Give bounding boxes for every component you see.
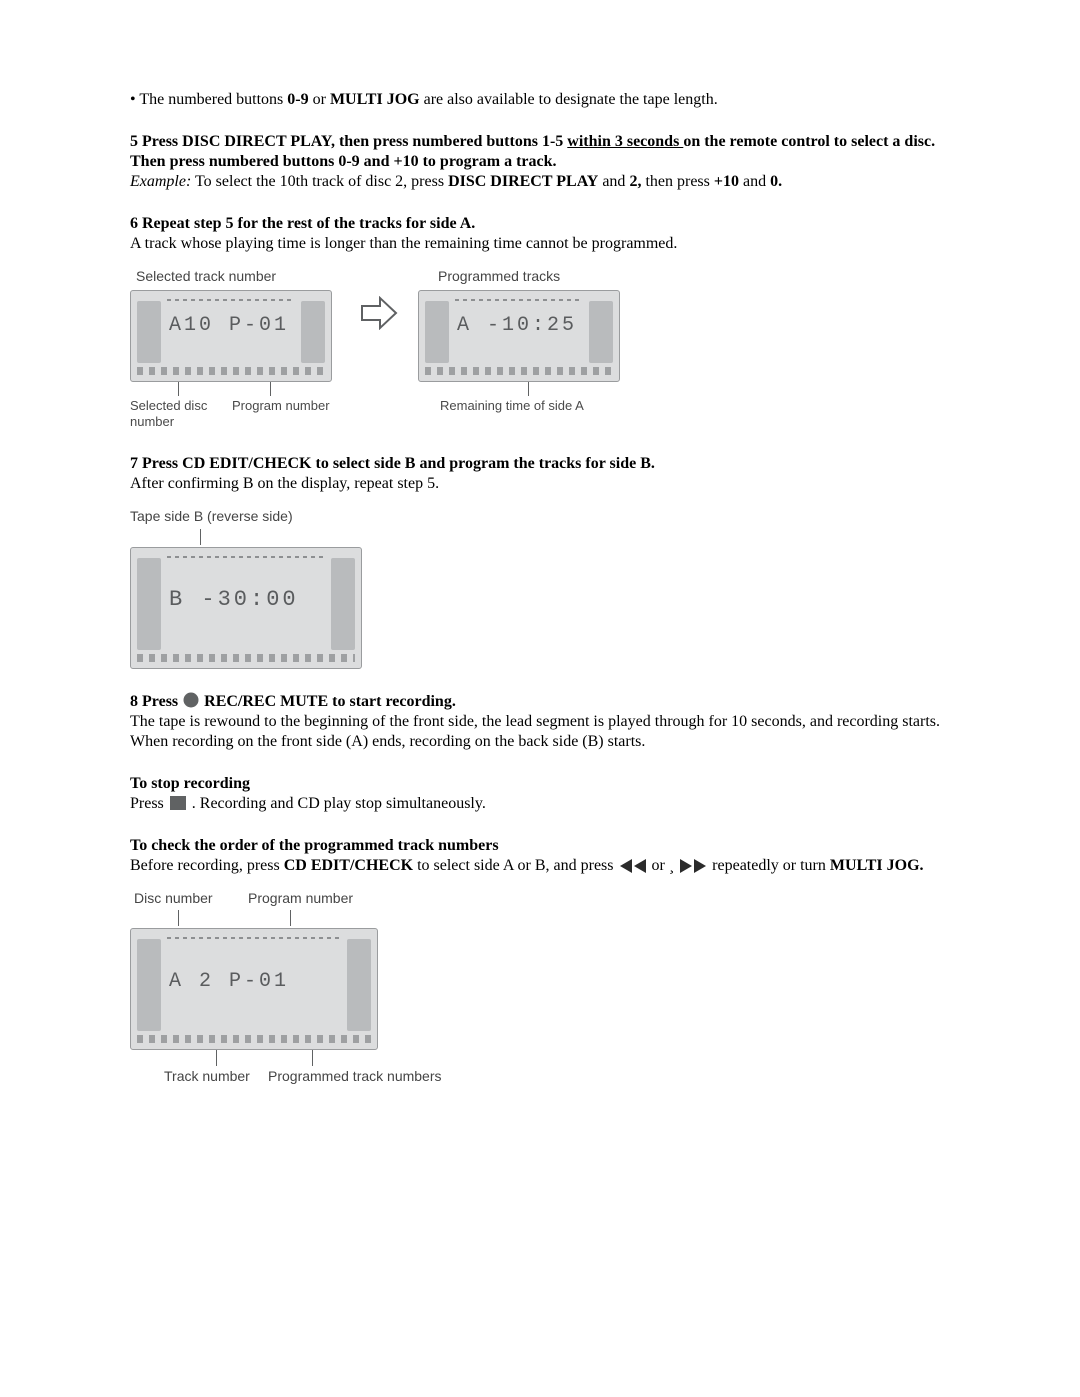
text: or xyxy=(309,91,330,108)
label-disc-number: Disc number xyxy=(134,890,213,908)
step-5-heading-a: 5 Press DISC DIRECT PLAY, then press num… xyxy=(130,133,567,150)
arrow-right-icon xyxy=(358,268,400,358)
text: or xyxy=(648,857,669,874)
label-programmed-tracks: Programmed tracks xyxy=(438,268,628,286)
text: . Recording and CD play stop simultaneou… xyxy=(188,795,486,812)
step-5: 5 Press DISC DIRECT PLAY, then press num… xyxy=(130,132,950,192)
lcd-panel-left: A10 P-01 xyxy=(130,290,332,382)
rewind-icon xyxy=(618,859,648,873)
label-remaining-time: Remaining time of side A xyxy=(440,398,584,414)
step-7-heading: 7 Press CD EDIT/CHECK to select side B a… xyxy=(130,455,655,472)
text-bold: DISC DIRECT PLAY xyxy=(448,173,598,190)
label-track-number: Track number xyxy=(164,1068,250,1086)
text: are also available to designate the tape… xyxy=(420,91,718,108)
text: and xyxy=(739,173,770,190)
text: To select the 10th track of disc 2, pres… xyxy=(191,173,448,190)
step-8-heading-b: REC/REC MUTE to start recording. xyxy=(200,693,456,710)
example-label: Example: xyxy=(130,173,191,190)
lcd-panel-disc-program: A 2 P-01 xyxy=(130,928,378,1050)
record-icon xyxy=(182,691,200,709)
lcd-text: A10 P-01 xyxy=(169,313,293,338)
text: Press xyxy=(130,795,168,812)
step-7: 7 Press CD EDIT/CHECK to select side B a… xyxy=(130,454,950,494)
step-6-body: A track whose playing time is longer tha… xyxy=(130,235,677,252)
lcd-panel-side-b: B -30:00 xyxy=(130,547,362,669)
check-order-heading: To check the order of the programmed tra… xyxy=(130,837,499,854)
label-tape-side-b: Tape side B (reverse side) xyxy=(130,508,390,526)
step-6-heading: 6 Repeat step 5 for the rest of the trac… xyxy=(130,215,475,232)
lcd-panel-right: A -10:25 xyxy=(418,290,620,382)
text-bold: 0-9 xyxy=(287,91,308,108)
stop-icon xyxy=(168,795,188,811)
step-7-body: After confirming B on the display, repea… xyxy=(130,475,439,492)
label-program-number: Program number xyxy=(232,398,330,414)
step-6: 6 Repeat step 5 for the rest of the trac… xyxy=(130,214,950,254)
text: then press xyxy=(641,173,713,190)
stop-recording-heading: To stop recording xyxy=(130,775,250,792)
text: ¸ xyxy=(669,857,678,874)
diagram-disc-program: Disc number Program number A 2 P-01 Trac… xyxy=(130,890,430,1088)
text-bold: CD EDIT/CHECK xyxy=(284,857,413,874)
label-number: number xyxy=(130,414,174,430)
lcd-text: B -30:00 xyxy=(169,586,323,614)
text-bold: MULTI JOG. xyxy=(830,857,924,874)
text: Before recording, press xyxy=(130,857,284,874)
fast-forward-icon xyxy=(678,859,708,873)
step-5-heading-uline: within 3 seconds xyxy=(567,133,683,150)
stop-recording: To stop recording Press . Recording and … xyxy=(130,774,950,814)
label-selected-disc: Selected disc xyxy=(130,398,207,414)
lcd-text: A -10:25 xyxy=(457,313,581,338)
text-bold: 2, xyxy=(629,173,641,190)
diagram-selected-track: Selected track number A10 P-01 Selected … xyxy=(130,268,950,432)
text: to select side A or B, and press xyxy=(413,857,617,874)
text-bold: +10 xyxy=(714,173,739,190)
label-program-number-2: Program number xyxy=(248,890,353,908)
label-selected-track-number: Selected track number xyxy=(136,268,340,286)
lcd-text: A 2 P-01 xyxy=(169,969,339,994)
text: repeatedly or turn xyxy=(708,857,830,874)
label-programmed-track-numbers: Programmed track numbers xyxy=(268,1068,442,1086)
text: • The numbered buttons xyxy=(130,91,287,108)
step-8-heading-a: 8 Press xyxy=(130,693,182,710)
step-8: 8 Press REC/REC MUTE to start recording.… xyxy=(130,691,950,752)
note-numbered-buttons: • The numbered buttons 0-9 or MULTI JOG … xyxy=(130,90,950,110)
text-bold: 0. xyxy=(770,173,782,190)
check-order: To check the order of the programmed tra… xyxy=(130,836,950,876)
text-bold: MULTI JOG xyxy=(330,91,420,108)
text: and xyxy=(598,173,629,190)
diagram-tape-side-b: Tape side B (reverse side) B -30:00 xyxy=(130,508,390,670)
step-8-body: The tape is rewound to the beginning of … xyxy=(130,713,940,750)
